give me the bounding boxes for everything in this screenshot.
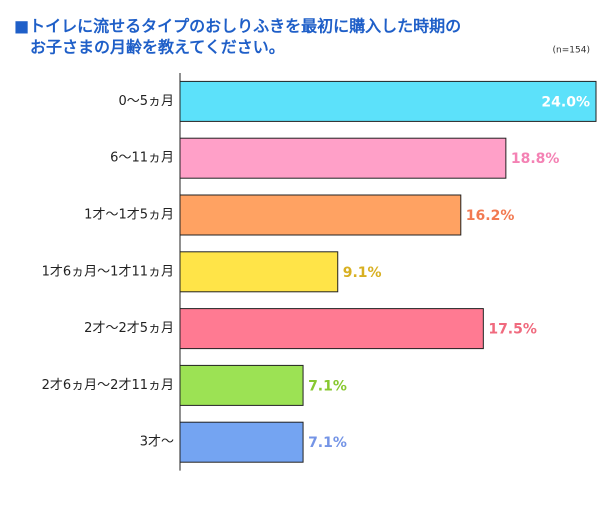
bar xyxy=(179,421,304,463)
category-label: 3才〜 xyxy=(140,435,174,450)
value-label: 17.5% xyxy=(488,322,537,338)
category-label: 6〜11ヵ月 xyxy=(110,151,174,166)
category-label: 2才6ヵ月〜2才11ヵ月 xyxy=(42,378,174,393)
category-label: 1才6ヵ月〜1才11ヵ月 xyxy=(42,264,174,279)
category-label: 2才〜2才5ヵ月 xyxy=(84,321,174,336)
value-label: 7.1% xyxy=(308,435,347,451)
bar xyxy=(179,308,484,350)
value-label: 18.8% xyxy=(511,151,560,167)
bar xyxy=(179,251,339,293)
value-label: 9.1% xyxy=(343,265,382,281)
value-label: 16.2% xyxy=(466,208,515,224)
value-label: 7.1% xyxy=(308,378,347,394)
value-label: 24.0% xyxy=(541,94,590,110)
category-label: 0〜5ヵ月 xyxy=(118,94,174,109)
chart-title: お子さまの月齢を教えてください。 xyxy=(30,38,285,57)
category-label: 1才〜1才5ヵ月 xyxy=(84,208,174,223)
bar xyxy=(179,80,597,122)
bar xyxy=(179,194,462,236)
bar xyxy=(179,364,304,406)
chart-title: ■トイレに流せるタイプのおしりふきを最初に購入した時期の xyxy=(14,17,461,36)
sample-note: (n=154) xyxy=(553,46,590,56)
bar xyxy=(179,137,507,179)
